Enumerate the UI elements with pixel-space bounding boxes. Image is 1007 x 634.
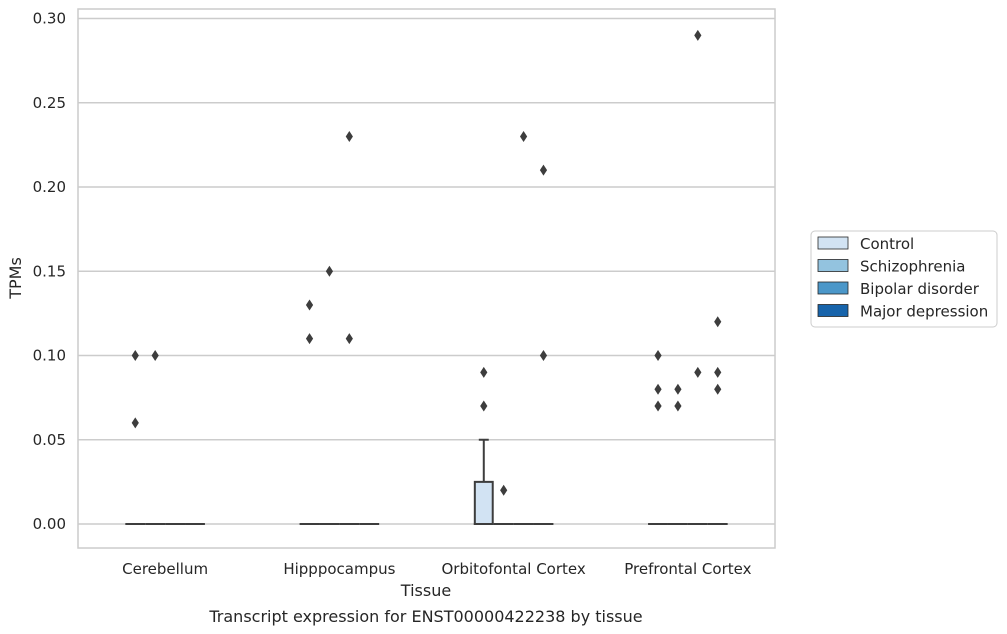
legend-swatch — [817, 281, 849, 295]
outlier-points — [131, 29, 722, 496]
outlier-point — [714, 316, 722, 328]
x-tick-labels: Cerebellum Hipppocampus Orbitofontal Corte… — [122, 560, 751, 578]
outlier-point — [674, 400, 682, 412]
outlier-point — [480, 366, 488, 378]
y-tick-labels: 0.00 0.05 0.10 0.15 0.20 0.25 0.30 — [33, 10, 66, 534]
legend-swatch — [817, 304, 849, 317]
outlier-point — [714, 366, 722, 378]
y-tick-label: 0.20 — [33, 178, 66, 196]
y-axis-title: TPMs — [6, 257, 25, 300]
x-tick-label: Cerebellum — [122, 560, 208, 578]
outlier-point — [131, 350, 139, 361]
outlier-point — [305, 299, 314, 311]
legend-swatch — [817, 236, 849, 250]
x-tick-label: Orbitofontal Cortex — [442, 560, 586, 578]
legend: Control Schizophrenia Bipolar disorder Majo… — [810, 230, 998, 328]
legend-swatch — [817, 259, 849, 272]
outlier-point — [674, 383, 682, 395]
y-tick-label: 0.15 — [33, 262, 66, 280]
outlier-point — [305, 333, 314, 345]
outlier-point — [345, 333, 353, 345]
outlier-point — [539, 350, 548, 361]
box-2-0 — [473, 438, 494, 525]
outlier-point — [539, 164, 548, 176]
outlier-point — [694, 29, 702, 41]
outlier-point — [131, 417, 139, 429]
outlier-point — [714, 383, 722, 395]
legend-frame — [810, 230, 998, 328]
box-series — [125, 438, 728, 525]
y-tick-label: 0.10 — [33, 347, 66, 365]
chart-caption: Transcript expression for ENST0000042223… — [208, 607, 642, 626]
plot-frame — [77, 8, 776, 549]
y-tick-label: 0.25 — [33, 94, 66, 112]
outlier-point — [654, 383, 662, 395]
x-tick-label: Hipppocampus — [283, 560, 395, 578]
legend-label: Schizophrenia — [860, 258, 965, 276]
y-gridlines — [78, 17, 775, 525]
legend-label: Control — [860, 235, 914, 253]
outlier-point — [151, 350, 159, 361]
outlier-point — [694, 366, 702, 378]
y-tick-label: 0.00 — [33, 515, 66, 533]
y-tick-label: 0.30 — [33, 10, 66, 28]
y-tick-label: 0.05 — [33, 431, 66, 449]
box-body — [473, 480, 494, 525]
outlier-point — [345, 130, 353, 142]
legend-label: Bipolar disorder — [860, 280, 980, 298]
outlier-point — [325, 265, 334, 277]
legend-label: Major depression — [860, 303, 988, 321]
outlier-point — [480, 400, 488, 412]
x-axis-title: Tissue — [400, 581, 451, 600]
outlier-point — [519, 130, 528, 142]
outlier-point — [654, 350, 662, 361]
outlier-point — [654, 400, 662, 412]
outlier-point — [500, 484, 508, 496]
x-tick-label: Prefrontal Cortex — [624, 560, 751, 578]
